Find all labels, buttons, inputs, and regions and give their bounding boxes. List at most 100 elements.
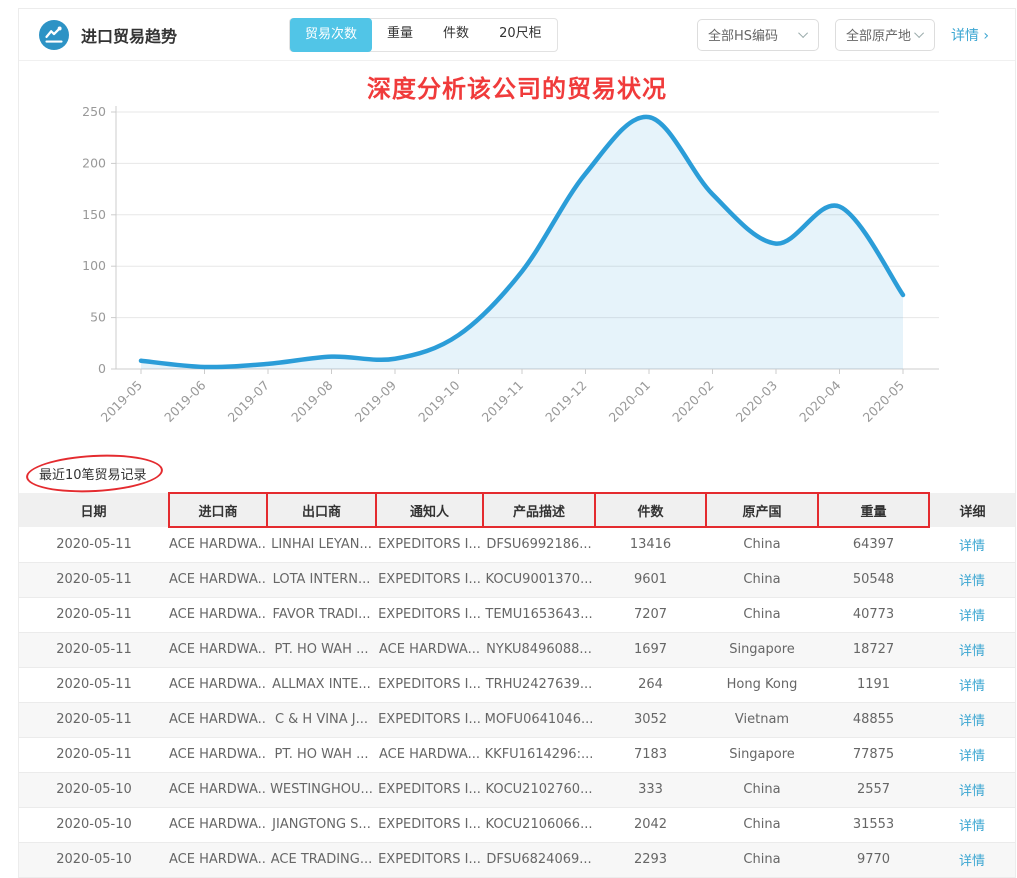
table-cell: 1697 — [595, 631, 706, 667]
table-cell: ACE HARDWA... — [169, 596, 267, 632]
row-detail-link[interactable]: 详情 — [958, 714, 985, 729]
table-cell: Singapore — [706, 631, 818, 667]
tab-trade-count[interactable]: 贸易次数 — [290, 17, 373, 52]
table-cell: ACE HARDWA... — [169, 701, 267, 737]
tab-quantity[interactable]: 件数 — [443, 25, 470, 41]
table-row: 2020-05-11 ACE HARDWA... LOTA INTERN... EXP… — [19, 561, 1015, 597]
column-header: 出口商 — [266, 492, 377, 528]
svg-text:2019-10: 2019-10 — [415, 377, 463, 425]
table-cell: 详情 — [929, 806, 1015, 842]
table-cell: EXPEDITORS I... — [378, 537, 481, 553]
row-detail-link[interactable]: 详情 — [958, 609, 985, 624]
table-cell: China — [706, 596, 818, 632]
svg-text:50: 50 — [90, 310, 106, 325]
chevron-down-icon — [914, 28, 924, 39]
table-cell: ACE HARDWA... — [169, 537, 267, 553]
row-detail-link[interactable]: 详情 — [958, 644, 985, 659]
table-cell: DFSU6824069... — [483, 841, 595, 877]
table-cell: 64397 — [852, 537, 895, 553]
row-detail-link[interactable]: 详情 — [958, 574, 985, 589]
chevron-down-icon — [798, 28, 808, 39]
table-cell: 2020-05-11 — [19, 701, 169, 737]
table-cell: 2020-05-11 — [19, 596, 169, 632]
header-detail-link[interactable]: 详情 › — [950, 27, 989, 44]
table-cell: ACE HARDWA... — [376, 736, 483, 772]
row-detail-link[interactable]: 详情 — [958, 819, 985, 834]
header-filters: 全部HS编码 全部原产地 详情 › — [696, 18, 989, 51]
table-cell: ACE HARDWA... — [169, 841, 267, 877]
table-cell: China — [706, 561, 818, 597]
table-cell: 1191 — [818, 666, 929, 702]
table-cell: EXPEDITORS I... — [376, 596, 483, 632]
table-cell: ACE HARDWA... — [169, 666, 267, 702]
trend-logo-icon — [39, 19, 69, 50]
table-cell: China — [706, 806, 818, 842]
svg-text:250: 250 — [82, 104, 106, 119]
table-cell: 264 — [595, 666, 706, 702]
table-cell: LOTA INTERN... — [267, 561, 376, 597]
table-cell: KOCU2106066... — [483, 806, 595, 842]
table-row: 2020-05-11 ACE HARDWA... PT. HO WAH ... ACE… — [19, 631, 1015, 667]
table-cell: 2020-05-11 — [19, 561, 169, 597]
svg-text:2019-06: 2019-06 — [161, 377, 209, 425]
table-cell: 2557 — [818, 771, 929, 807]
table-cell: China — [743, 537, 781, 553]
trend-chart-section: 深度分析该公司的贸易状况 0 50 100 150 200 250 2019-05 2019-… — [19, 61, 1015, 446]
table-cell: 2020-05-10 — [19, 771, 169, 807]
import-trend-card: 进口贸易趋势 贸易次数 重量 件数 20尺柜 全部HS编码 全部原产地 详情 ›… — [18, 8, 1016, 878]
table-cell: 2020-05-11 — [19, 736, 169, 772]
table-cell: NYKU8496088... — [483, 631, 595, 667]
column-header: 日期 — [19, 493, 169, 527]
table-cell: China — [706, 771, 818, 807]
table-cell: KOCU9001370... — [483, 561, 595, 597]
table-cell: KOCU2102760... — [483, 771, 595, 807]
svg-text:2020-02: 2020-02 — [669, 378, 717, 426]
table-cell: 详情 — [929, 771, 1015, 807]
table-cell: ACE HARDWA... — [169, 806, 267, 842]
svg-text:2019-08: 2019-08 — [288, 377, 336, 425]
row-detail-link[interactable]: 详情 — [958, 679, 985, 694]
row-detail-link[interactable]: 详情 — [958, 854, 985, 870]
table-row: 2020-05-11 ACE HARDWA... ALLMAX INTE... EXP… — [19, 666, 1015, 702]
trend-chart: 0 50 100 150 200 250 2019-05 2019-06 2019-07 2019… — [82, 104, 939, 426]
table-cell: 详情 — [929, 666, 1015, 702]
table-cell: EXPEDITORS I... — [376, 561, 483, 597]
row-detail-link[interactable]: 详情 — [958, 784, 985, 799]
table-cell: WESTINGHOU... — [267, 771, 376, 807]
svg-text:2019-11: 2019-11 — [479, 378, 527, 426]
table-cell: 9601 — [595, 561, 706, 597]
trade-table: 日期 进口商 出口商 通知人 产品描述 件数 原产国 重量 详细 2020-05-11 ACE H… — [19, 492, 1015, 877]
table-cell: LINHAI LEYAN... — [271, 537, 372, 553]
hs-code-select[interactable]: 全部HS编码 — [696, 18, 819, 51]
table-cell: China — [706, 841, 818, 877]
table-cell: PT. HO WAH ... — [267, 736, 376, 772]
table-cell: 2020-05-11 — [56, 536, 132, 552]
chevron-right-icon: › — [983, 27, 989, 44]
metric-tab-group: 贸易次数 重量 件数 20尺柜 — [289, 17, 558, 52]
column-header: 通知人 — [375, 492, 484, 528]
table-cell: MOFU0641046... — [483, 701, 595, 737]
table-cell: 333 — [595, 771, 706, 807]
table-cell: 77875 — [818, 736, 929, 772]
svg-text:2019-07: 2019-07 — [225, 378, 273, 426]
tab-20ft-container[interactable]: 20尺柜 — [499, 25, 542, 41]
table-cell: 详情 — [929, 841, 1015, 877]
tab-weight[interactable]: 重量 — [387, 25, 414, 41]
table-cell: EXPEDITORS I... — [376, 771, 483, 807]
table-cell: 2020-05-11 — [19, 631, 169, 667]
table-cell: Vietnam — [706, 701, 818, 737]
table-cell: KKFU1614296:... — [483, 736, 595, 772]
origin-select[interactable]: 全部原产地 — [834, 18, 935, 51]
table-cell: PT. HO WAH ... — [267, 631, 376, 667]
svg-text:2020-03: 2020-03 — [733, 378, 781, 426]
row-detail-link[interactable]: 详情 — [958, 749, 985, 764]
svg-text:100: 100 — [82, 258, 106, 273]
svg-text:0: 0 — [98, 361, 106, 376]
table-cell: ACE HARDWA... — [169, 631, 267, 667]
table-cell: 2042 — [595, 806, 706, 842]
row-detail-link[interactable]: 详情 — [958, 538, 985, 554]
table-cell: FAVOR TRADI... — [267, 596, 376, 632]
table-cell: ACE TRADING... — [267, 841, 376, 877]
table-cell: 2020-05-11 — [19, 666, 169, 702]
table-row: 2020-05-11 ACE HARDWA... C & H VINA J... EX… — [19, 701, 1015, 737]
